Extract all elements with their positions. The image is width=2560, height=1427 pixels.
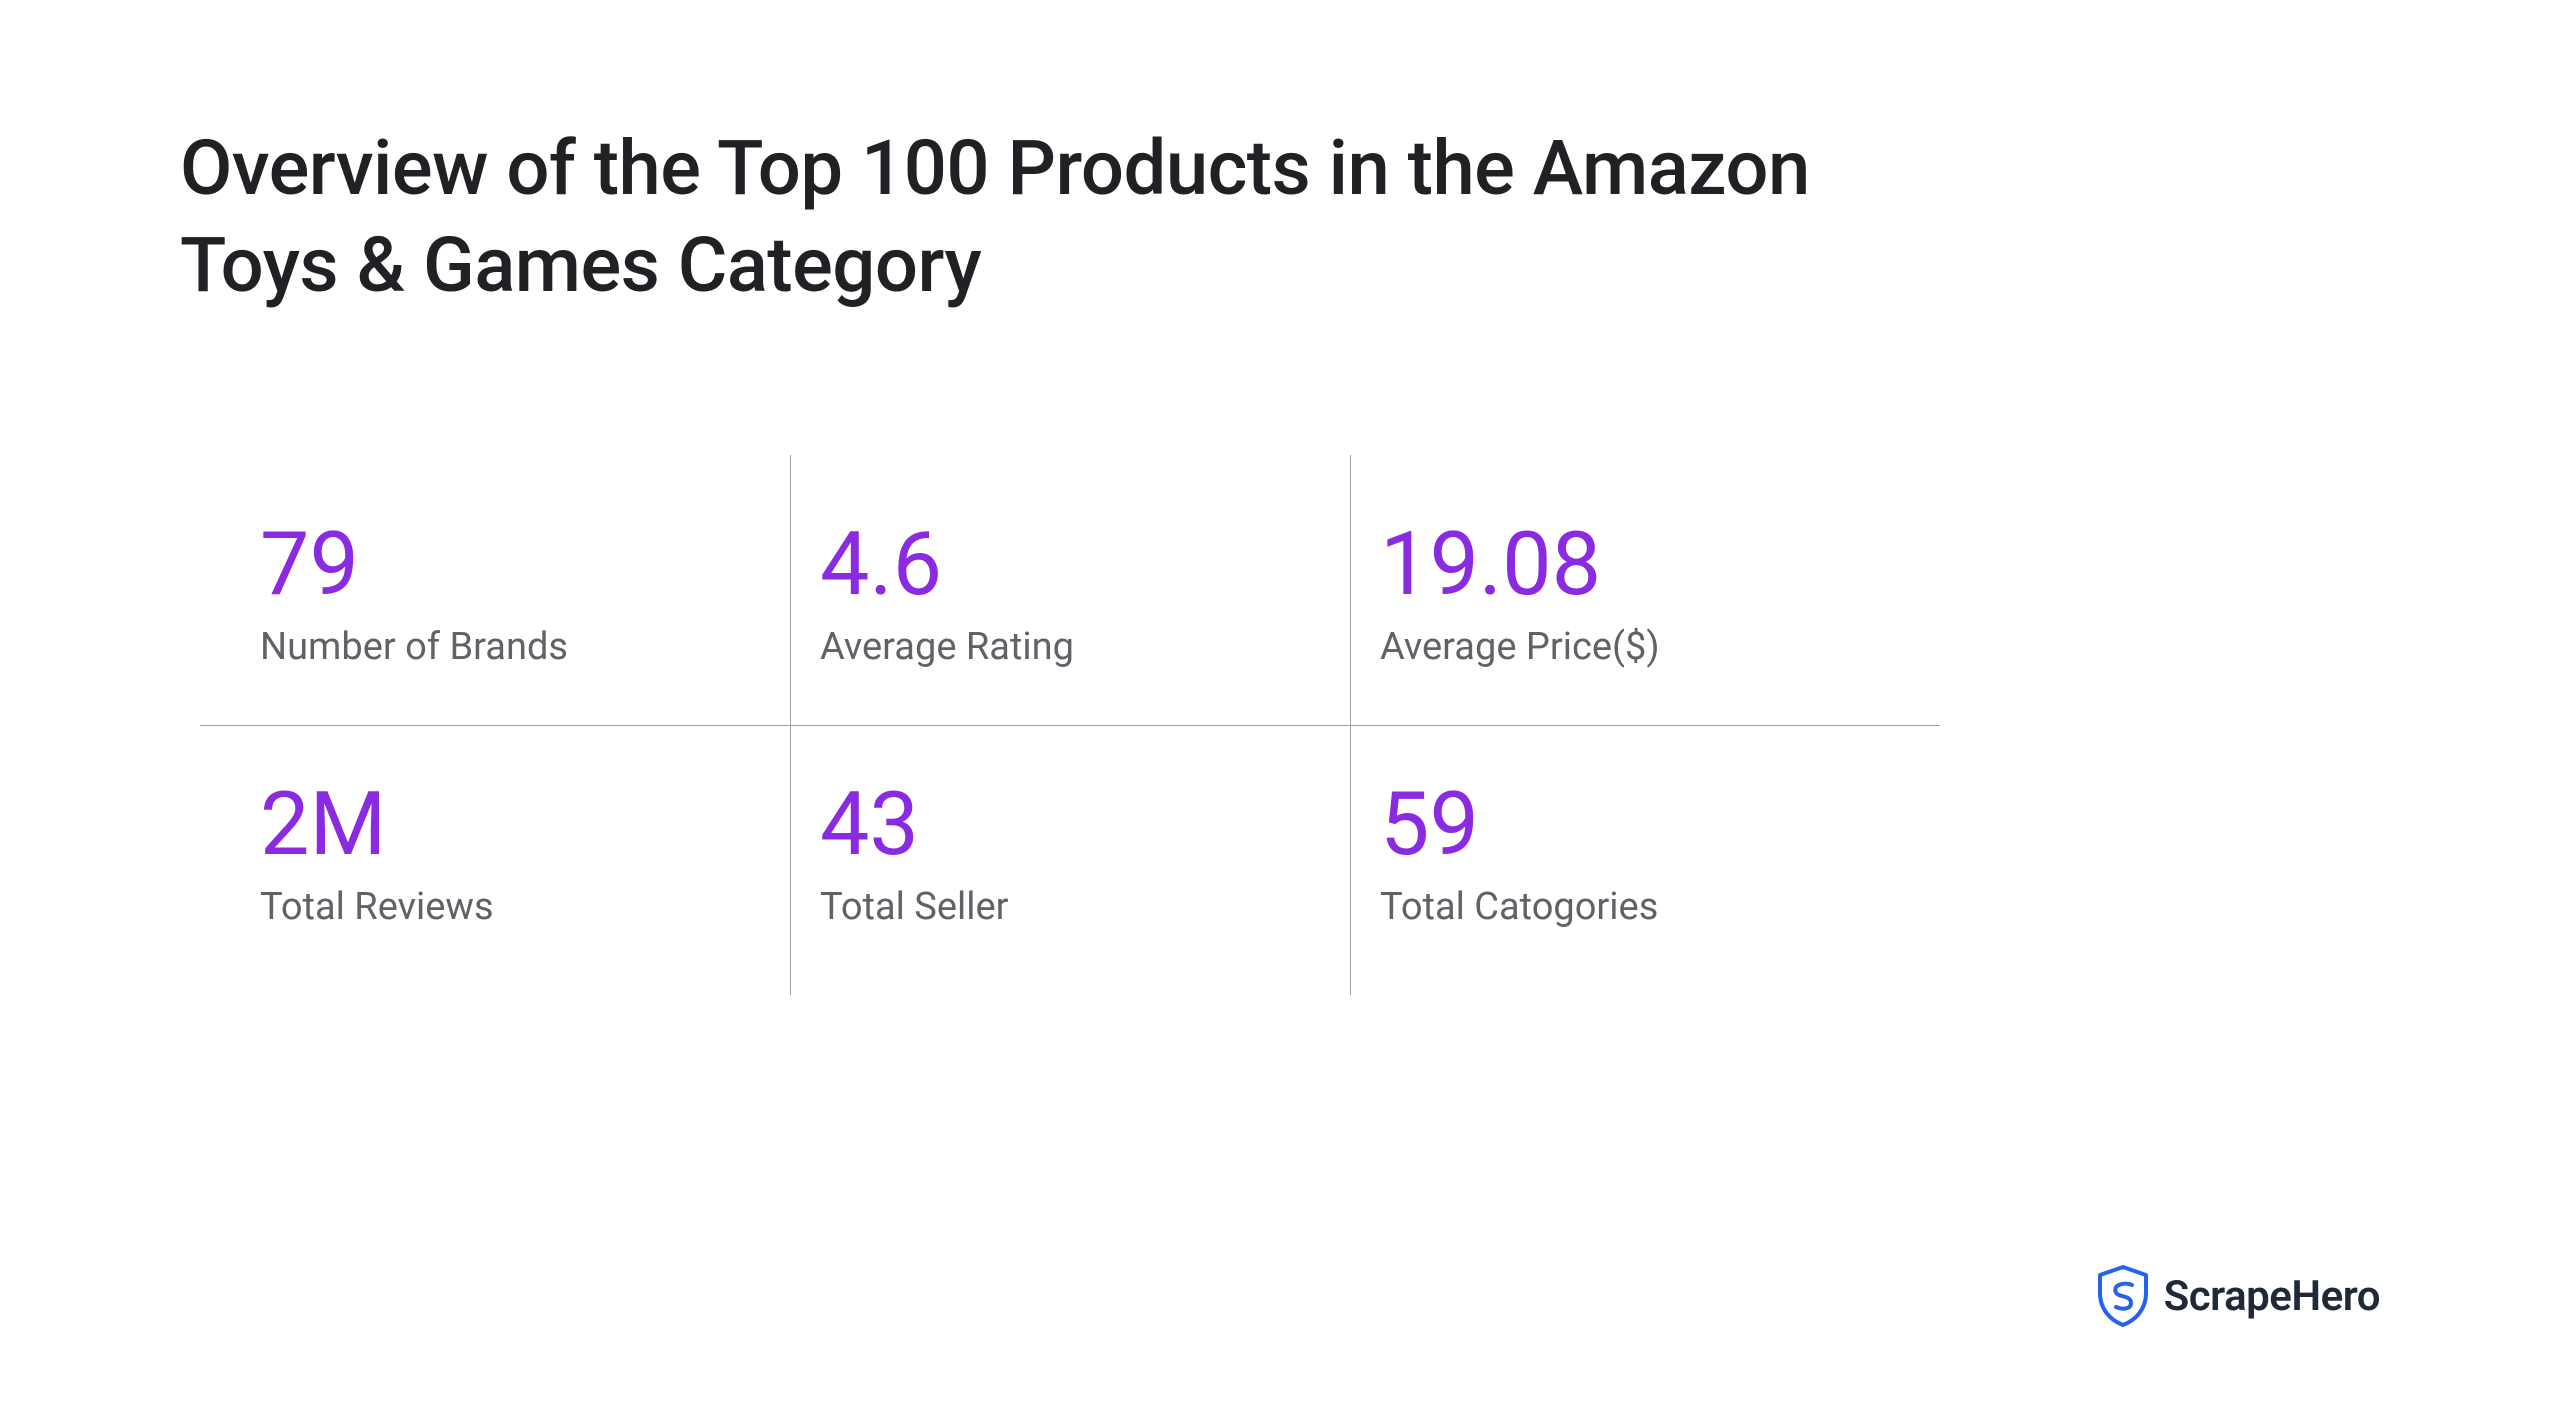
shield-icon (2096, 1265, 2150, 1327)
metrics-grid: 79 Number of Brands 4.6 Average Rating 1… (230, 465, 2380, 985)
metric-cell-price: 19.08 Average Price($) (1350, 465, 1910, 725)
metric-cell-rating: 4.6 Average Rating (790, 465, 1350, 725)
grid-divider-horizontal (200, 725, 1940, 726)
metric-label: Total Reviews (260, 885, 770, 931)
metric-cell-categories: 59 Total Catogories (1350, 725, 1910, 985)
metric-label: Total Seller (820, 885, 1330, 931)
metric-value: 43 (820, 779, 1330, 871)
metric-cell-sellers: 43 Total Seller (790, 725, 1350, 985)
metric-label: Number of Brands (260, 625, 770, 671)
metric-cell-brands: 79 Number of Brands (230, 465, 790, 725)
brand-name: ScrapeHero (2164, 1272, 2380, 1321)
metric-label: Average Price($) (1380, 625, 1890, 671)
page-title: Overview of the Top 100 Products in the … (180, 120, 1880, 315)
metric-value: 2M (260, 779, 770, 871)
metric-label: Average Rating (820, 625, 1330, 671)
infographic-container: Overview of the Top 100 Products in the … (0, 0, 2560, 1427)
metric-value: 4.6 (820, 519, 1330, 611)
metric-value: 79 (260, 519, 770, 611)
metric-value: 19.08 (1380, 519, 1890, 611)
brand-logo: ScrapeHero (2096, 1265, 2380, 1327)
metric-value: 59 (1380, 779, 1890, 871)
metric-cell-reviews: 2M Total Reviews (230, 725, 790, 985)
metric-label: Total Catogories (1380, 885, 1890, 931)
